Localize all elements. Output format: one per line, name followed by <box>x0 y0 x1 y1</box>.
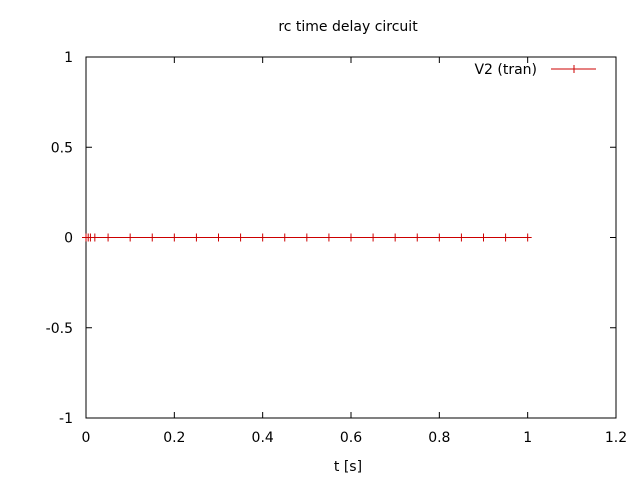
data-point <box>258 233 267 242</box>
data-point <box>192 233 201 242</box>
y-tick-label: -0.5 <box>46 321 73 337</box>
data-point <box>523 233 532 242</box>
series-layer <box>82 233 532 242</box>
data-point <box>347 233 355 242</box>
y-tick-label: -1 <box>59 411 73 427</box>
data-point <box>148 233 157 242</box>
data-point <box>104 233 113 242</box>
x-tick-label: 0.6 <box>340 430 362 446</box>
y-axis: -1 -0.5 0 0.5 1 <box>46 50 616 427</box>
data-point <box>236 233 245 242</box>
x-tick-label: 0.8 <box>428 430 450 446</box>
chart-title: rc time delay circuit <box>278 19 418 35</box>
data-point <box>457 233 466 242</box>
legend-label: V2 (tran) <box>474 62 537 78</box>
data-point <box>479 233 488 242</box>
data-point <box>90 233 99 242</box>
x-tick-label: 0 <box>82 430 91 446</box>
data-point <box>501 233 510 242</box>
x-tick-label: 0.4 <box>252 430 274 446</box>
data-point <box>369 233 378 242</box>
data-point <box>391 233 400 242</box>
x-tick-label: 1 <box>523 430 532 446</box>
data-point <box>324 233 333 242</box>
y-tick-label: 1 <box>64 50 73 66</box>
data-point <box>280 233 289 242</box>
data-point <box>435 233 444 242</box>
x-tick-label: 0.2 <box>163 430 185 446</box>
y-tick-label: 0 <box>64 231 73 247</box>
data-point <box>413 233 422 242</box>
data-point <box>214 233 223 242</box>
data-point <box>302 233 311 242</box>
y-tick-label: 0.5 <box>51 140 73 156</box>
x-axis: 0 0.2 0.4 0.6 0.8 1 1.2 <box>82 57 627 446</box>
x-axis-label: t [s] <box>334 459 362 475</box>
legend: V2 (tran) <box>474 62 596 78</box>
x-tick-label: 1.2 <box>605 430 627 446</box>
data-point <box>170 233 179 242</box>
data-point <box>126 233 135 242</box>
